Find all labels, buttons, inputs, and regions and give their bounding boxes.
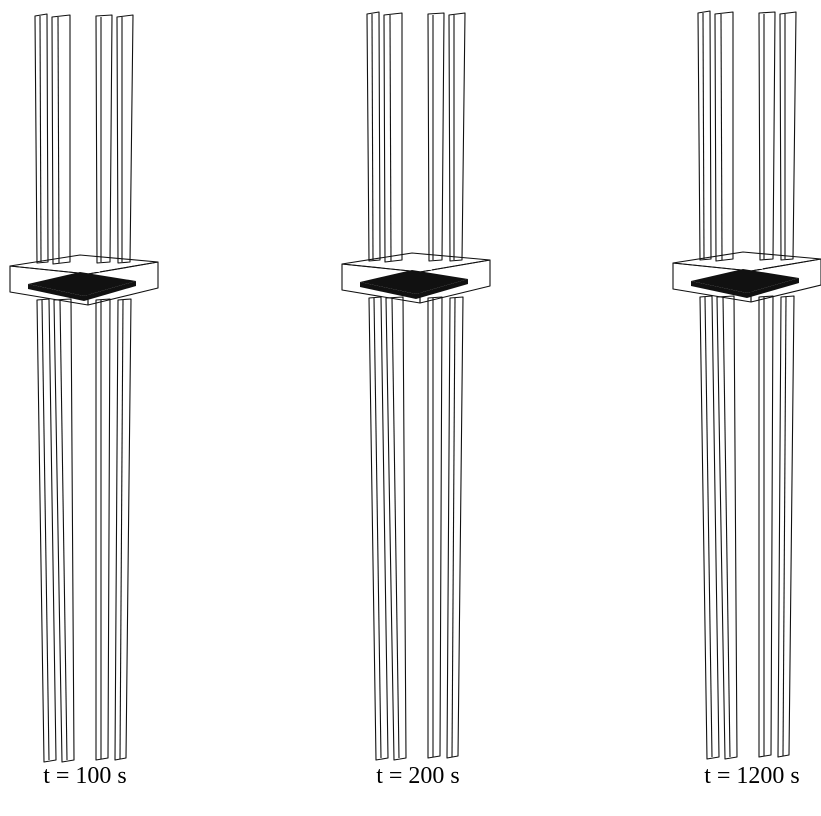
- panel-label: t = 200 s: [376, 763, 460, 789]
- panel-label: t = 1200 s: [704, 763, 800, 789]
- panel-drawing: [673, 11, 821, 759]
- panel-drawing: [342, 12, 490, 760]
- page: t = 100 s t = 200 s t = 1200 s (() => { …: [0, 0, 821, 816]
- panel-drawing: [10, 14, 158, 762]
- panel-label: t = 100 s: [43, 763, 127, 789]
- figure: t = 100 s t = 200 s t = 1200 s: [0, 0, 821, 816]
